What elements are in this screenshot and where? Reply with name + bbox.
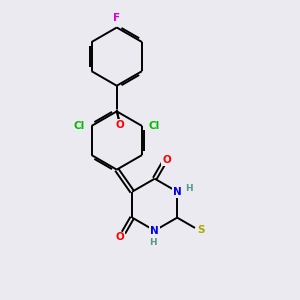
Text: Cl: Cl bbox=[74, 121, 85, 131]
Text: O: O bbox=[115, 232, 124, 242]
Text: F: F bbox=[113, 13, 120, 23]
Text: H: H bbox=[149, 238, 157, 247]
Text: N: N bbox=[150, 226, 159, 236]
Text: S: S bbox=[197, 226, 204, 236]
Text: O: O bbox=[116, 120, 124, 130]
Text: Cl: Cl bbox=[148, 121, 160, 131]
Text: H: H bbox=[185, 184, 193, 193]
Text: N: N bbox=[173, 187, 182, 197]
Text: O: O bbox=[162, 155, 171, 165]
